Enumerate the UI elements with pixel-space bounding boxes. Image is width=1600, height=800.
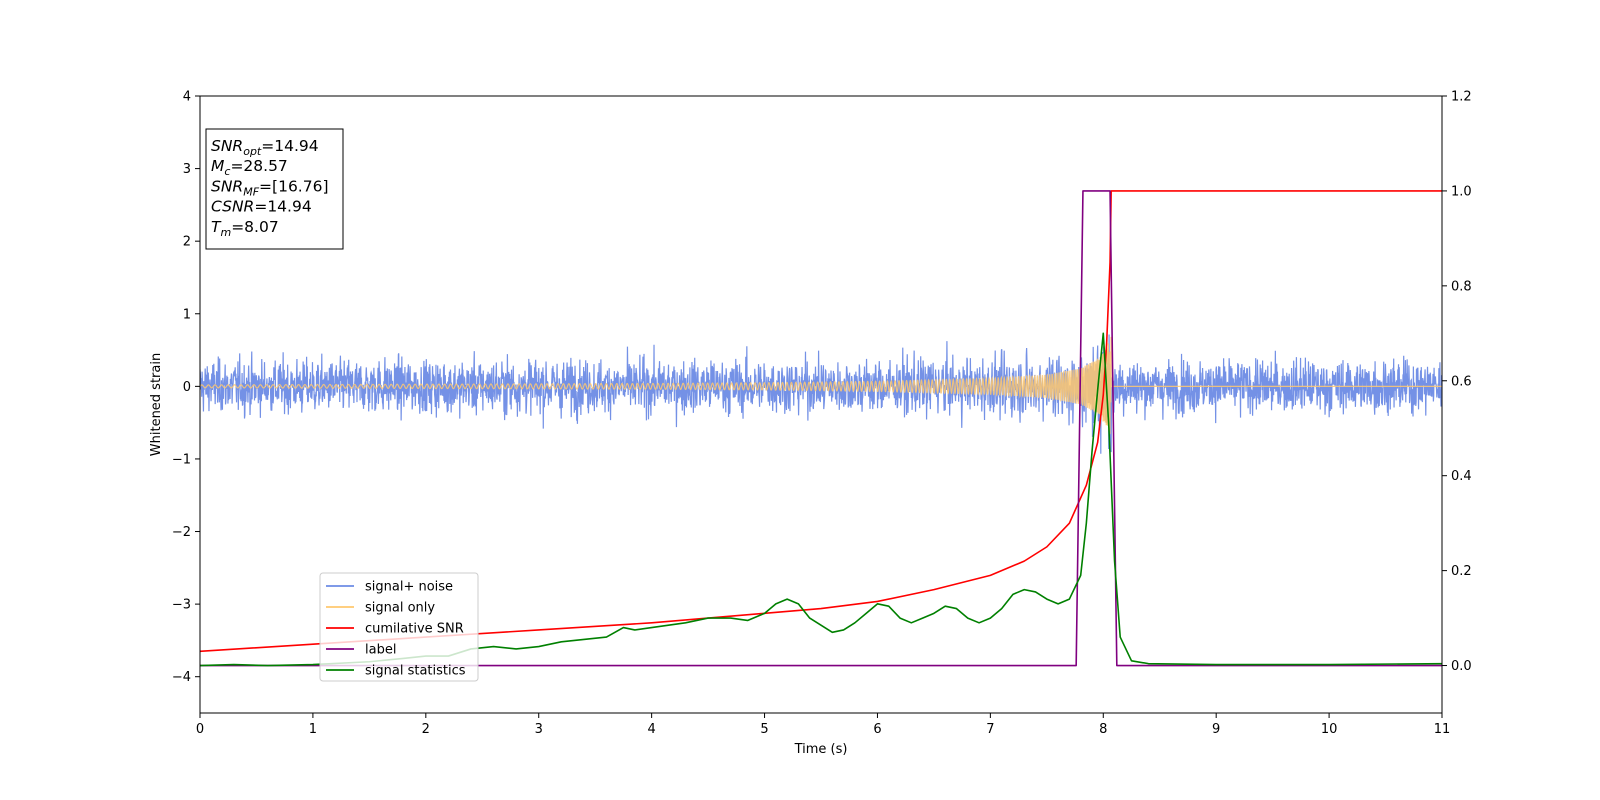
legend-frame	[319, 572, 479, 682]
info-snr_mf-subscript: MF	[243, 185, 259, 198]
info-tm-subscript: m	[220, 226, 231, 239]
info-mc-subscript: c	[224, 165, 230, 178]
x-tick-label: 3	[535, 722, 543, 737]
x-tick-label: 2	[422, 722, 430, 737]
y-tick-label: −2	[172, 525, 191, 540]
info-snr_mf-value: =[16.76]	[259, 177, 328, 195]
series-signal-statistics	[200, 332, 1442, 667]
legend-label-signal_only: signal only	[365, 601, 435, 616]
x-tick-label: 8	[1099, 722, 1107, 737]
x-tick-label: 6	[873, 722, 881, 737]
y-tick-label: −1	[172, 452, 191, 467]
info-snr_opt-symbol: SNR	[211, 137, 243, 155]
info-box-frame	[205, 128, 344, 250]
y-axis-label: Whitened strain	[149, 353, 164, 456]
x-tick-label: 5	[760, 722, 768, 737]
legend-label-stat: signal statistics	[365, 664, 466, 679]
x-tick-label: 11	[1434, 722, 1451, 737]
series-signal-only	[200, 336, 1442, 435]
y-tick-label: −3	[172, 598, 191, 613]
x-tick-label: 0	[196, 722, 204, 737]
x-tick-label: 1	[309, 722, 317, 737]
y-tick-label: 0	[183, 380, 191, 395]
info-mc-symbol: M	[211, 157, 224, 175]
info-snr_opt-subscript: opt	[243, 145, 262, 158]
x-tick-label: 10	[1321, 722, 1338, 737]
info-mc: Mc=28.57	[211, 157, 288, 178]
series-label	[200, 190, 1442, 667]
info-tm-value: =8.07	[231, 218, 279, 236]
x-tick-label: 4	[647, 722, 655, 737]
info-csnr-symbol: CSNR	[211, 198, 254, 216]
x-tick-label: 7	[986, 722, 994, 737]
y2-tick-label: 1.2	[1451, 90, 1472, 105]
info-mc-value: =28.57	[230, 157, 287, 175]
legend: signal+ noise signal only cumilative SNR la…	[319, 572, 479, 682]
info-tm: Tm=8.07	[211, 218, 279, 239]
x-axis-label: Time (s)	[794, 742, 848, 757]
series-layer	[200, 190, 1442, 667]
y2-tick-label: 0.2	[1451, 564, 1472, 579]
legend-label-signal_noise: signal+ noise	[365, 580, 453, 595]
info-snr_mf-symbol: SNR	[211, 177, 243, 195]
y2-tick-label: 0.0	[1451, 659, 1472, 674]
series-signal-noise	[200, 334, 1442, 454]
info-snr_mf: SNRMF=[16.76]	[211, 177, 329, 198]
y-tick-label: 2	[183, 235, 191, 250]
legend-label-cum_snr: cumilative SNR	[365, 622, 464, 637]
info-csnr: CSNR=14.94	[211, 198, 312, 216]
x-tick-label: 9	[1212, 722, 1220, 737]
info-snr_opt: SNRopt=14.94	[211, 137, 319, 158]
y-tick-label: −4	[172, 670, 191, 685]
y2-tick-label: 0.6	[1451, 374, 1472, 389]
legend-label-label: label	[365, 643, 396, 658]
y-tick-label: 1	[183, 307, 191, 322]
info-box: SNRopt=14.94Mc=28.57SNRMF=[16.76]CSNR=14…	[205, 128, 344, 250]
series-cumulative-snr	[200, 190, 1442, 653]
y-tick-label: 3	[183, 162, 191, 177]
info-tm-symbol: T	[211, 218, 222, 236]
y-tick-label: 4	[183, 90, 191, 105]
y2-tick-label: 0.8	[1451, 279, 1472, 294]
info-csnr-value: =14.94	[254, 198, 311, 216]
y2-tick-label: 0.4	[1451, 469, 1472, 484]
ticks-layer: 0 1 2 3 4 5 6 7 8 9 10 11 −4 −3 −2 −1 0 1 2 3 4 0.0 0.2 0.4 0.6 0…	[172, 90, 1472, 738]
y2-tick-label: 1.0	[1451, 184, 1472, 199]
info-snr_opt-value: =14.94	[261, 137, 318, 155]
plot-frame	[199, 95, 1443, 714]
